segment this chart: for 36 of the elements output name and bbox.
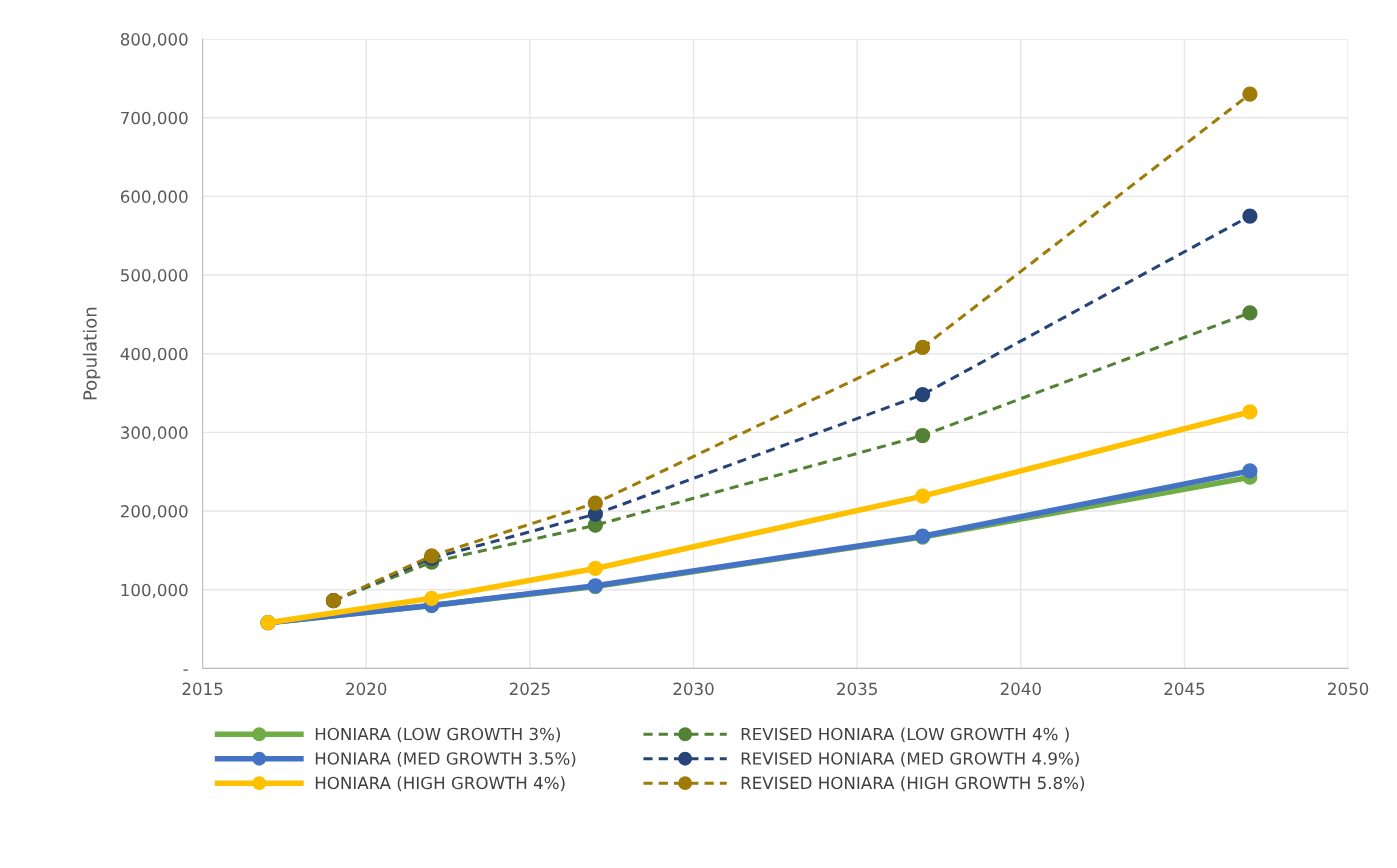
- y-tick-label: 600,000: [120, 190, 188, 205]
- y-tick-label: 200,000: [120, 505, 188, 520]
- x-tick-label: 2015: [182, 682, 223, 696]
- point: [1242, 86, 1258, 102]
- point: [1242, 208, 1258, 224]
- point: [1242, 305, 1258, 321]
- x-tick-label: 2035: [837, 682, 877, 696]
- x-tick-label: 2050: [1328, 682, 1369, 696]
- legend-label: HONIARA (HIGH GROWTH 4%): [315, 776, 565, 792]
- y-tick-label: -: [183, 669, 188, 671]
- point: [587, 560, 603, 577]
- legend-label: REVISED HONIARA (HIGH GROWTH 5.8%): [741, 776, 1085, 792]
- legend-label: REVISED HONIARA (MED GROWTH 4.9%): [741, 751, 1079, 767]
- point: [587, 495, 603, 511]
- x-tick-label: 2020: [346, 682, 387, 696]
- y-tick-label: 500,000: [121, 269, 188, 284]
- point: [914, 339, 931, 356]
- point: [1242, 463, 1258, 479]
- y-tick-label: 400,000: [120, 347, 188, 362]
- legend-label: REVISED HONIARA (LOW GROWTH 4% ): [741, 727, 1069, 743]
- y-tick-label: 800,000: [120, 33, 188, 48]
- legend-label: HONIARA (MED GROWTH 3.5%): [315, 751, 576, 767]
- x-tick-label: 2040: [1000, 682, 1041, 696]
- legend-label: HONIARA (LOW GROWTH 3%): [315, 727, 560, 743]
- y-tick-label: 100,000: [121, 583, 188, 598]
- point: [424, 590, 440, 606]
- point: [1242, 404, 1258, 420]
- y-tick-label: 300,000: [121, 426, 188, 441]
- point: [914, 488, 931, 504]
- x-tick-label: 2045: [1164, 682, 1205, 696]
- point: [914, 386, 931, 403]
- y-tick-label: 700,000: [121, 111, 188, 126]
- x-tick-label: 2025: [509, 682, 550, 696]
- x-tick-label: 2030: [673, 682, 714, 696]
- point: [914, 427, 931, 444]
- y-axis-title: Population: [82, 307, 101, 400]
